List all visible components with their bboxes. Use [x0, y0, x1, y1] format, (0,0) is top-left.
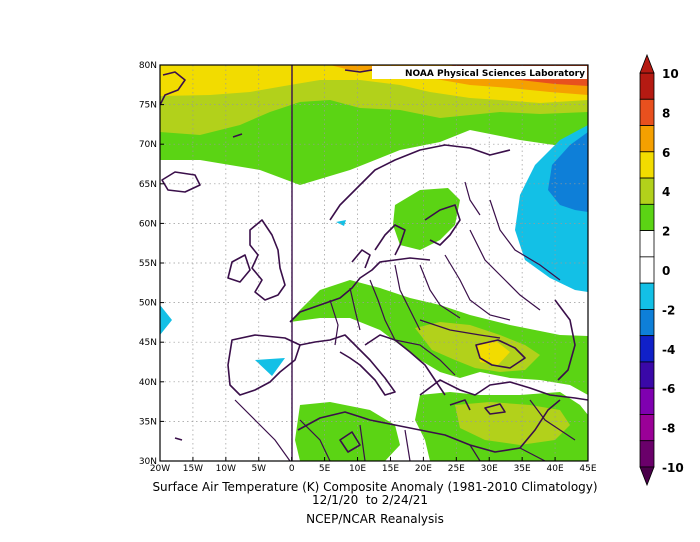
north-sea-cold-spot	[336, 220, 346, 226]
adriatic-coast	[364, 334, 446, 396]
great-britain	[249, 219, 286, 301]
lat-tick-label: 45N	[139, 338, 157, 348]
lat-tick-label: 65N	[139, 180, 157, 190]
norway-coast	[329, 144, 511, 221]
denmark	[351, 249, 371, 269]
colorbar-swatch	[639, 177, 655, 205]
colorbar-tick-label: 0	[662, 264, 670, 278]
colorbar-swatch	[639, 98, 655, 126]
colorbar-swatch	[639, 308, 655, 337]
iceland	[161, 171, 201, 193]
lon-tick-label: 5E	[319, 464, 331, 474]
colorbar-swatch	[639, 151, 655, 179]
lon-tick-label: 20E	[415, 464, 432, 474]
sicily-tunisia	[339, 431, 361, 453]
lon-tick-label: 35E	[514, 464, 531, 474]
credit-box: NOAA Physical Sciences Laboratory	[372, 66, 587, 79]
colorbar-swatch	[639, 335, 655, 363]
lat-tick-label: 50N	[139, 299, 157, 309]
canary-islands	[174, 437, 183, 441]
lat-tick-label: 55N	[139, 259, 157, 269]
colorbar-top-arrow	[639, 53, 655, 74]
black-sea	[475, 339, 526, 369]
graticule	[160, 65, 588, 461]
russia-colder-patch	[548, 132, 588, 212]
colorbar-swatch	[639, 361, 655, 389]
colorbar-tick-label: 2	[662, 225, 670, 239]
colorbar-swatch	[639, 203, 655, 231]
lon-tick-label: 45E	[579, 464, 596, 474]
longitude-ticks: 20W 15W 10W 5W 0 5E 10E 15E 20E 25E 30E 35E 40E 45E	[150, 457, 597, 474]
lon-tick-label: 10E	[349, 464, 366, 474]
colorbar-swatch	[639, 440, 655, 468]
iberia-cold-patch	[255, 358, 285, 376]
aegean-islands	[449, 399, 471, 411]
colorbar-bottom-arrow	[639, 466, 655, 487]
colorbar-swatch	[639, 125, 655, 153]
lon-tick-label: 20W	[150, 464, 170, 474]
caption-source: NCEP/NCAR Reanalysis	[306, 512, 444, 526]
colorbar-swatch	[639, 282, 655, 310]
north-africa-warm-area	[295, 402, 400, 461]
jan-mayen	[232, 133, 243, 138]
levant-coast	[519, 399, 561, 449]
caption-title: Surface Air Temperature (K) Composite An…	[152, 480, 598, 494]
lat-tick-label: 40N	[139, 378, 157, 388]
north-coast-europe	[289, 257, 431, 323]
caption-dates: 12/1/20 to 2/24/21	[311, 493, 428, 507]
iberia	[227, 334, 301, 396]
lat-tick-label: 60N	[139, 219, 157, 229]
colorbar-swatch	[639, 387, 655, 415]
colorbar-swatch	[639, 72, 655, 100]
colorbar-tick-label: -4	[662, 343, 675, 357]
colorbar-tick-label: 10	[662, 67, 679, 81]
sweden-south	[374, 224, 406, 256]
lon-tick-label: 0	[289, 464, 295, 474]
lat-tick-label: 75N	[139, 101, 157, 111]
colorbar-swatch	[639, 230, 655, 258]
colorbar-tick-label: -10	[662, 461, 684, 475]
colorbar-swatch	[639, 414, 655, 442]
colorbar-tick-label: -6	[662, 382, 675, 396]
coastlines	[160, 69, 588, 453]
lon-tick-label: 25E	[448, 464, 465, 474]
latitude-ticks: 80N 75N 70N 65N 60N 55N 50N 45N 40N 35N 30N	[139, 61, 164, 467]
cyprus	[484, 403, 506, 415]
lat-tick-label: 35N	[139, 417, 157, 427]
ireland	[227, 254, 251, 283]
country-borders	[234, 181, 576, 461]
finland-coast	[424, 204, 461, 246]
colorbar-tick-label: 6	[662, 146, 670, 160]
colorbar-tick-label: 8	[662, 106, 670, 120]
levant-warm-core	[455, 402, 570, 445]
lon-tick-label: 40E	[547, 464, 564, 474]
turkey-coast	[419, 379, 588, 401]
lat-tick-label: 30N	[139, 457, 157, 467]
atlantic-cold-patch-west	[160, 305, 172, 335]
lon-tick-label: 15E	[382, 464, 399, 474]
black-sea-warm-peak	[476, 340, 510, 365]
caspian-coast	[554, 299, 576, 381]
colorbar-swatch	[639, 256, 655, 284]
credit-label: NOAA Physical Sciences Laboratory	[405, 69, 585, 79]
colorbar: 10 8 6 4 2 0 -2 -4 -6 -8 -10	[639, 53, 684, 487]
lat-tick-label: 70N	[139, 140, 157, 150]
lat-tick-label: 80N	[139, 61, 157, 71]
anomaly-field	[160, 65, 588, 461]
lon-tick-label: 5W	[251, 464, 266, 474]
lon-tick-label: 15W	[183, 464, 203, 474]
lon-tick-label: 30E	[481, 464, 498, 474]
greenland-coast	[160, 71, 186, 106]
lon-tick-label: 10W	[216, 464, 236, 474]
colorbar-tick-label: -2	[662, 303, 675, 317]
north-africa-coast	[297, 411, 521, 453]
colorbar-tick-label: -8	[662, 422, 675, 436]
italy-france-coast	[299, 334, 396, 396]
colorbar-tick-label: 4	[662, 185, 670, 199]
